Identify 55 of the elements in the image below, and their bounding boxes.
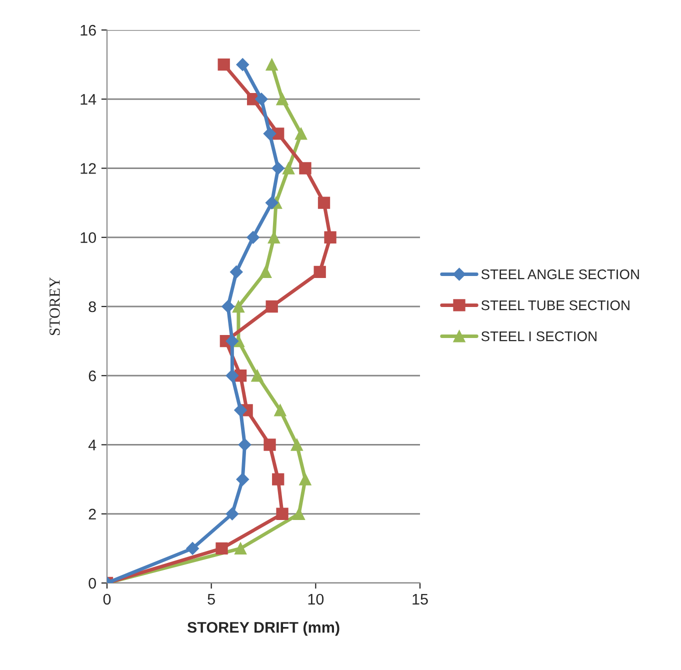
point <box>314 266 326 278</box>
point <box>186 542 199 555</box>
point <box>251 370 264 382</box>
point <box>226 334 239 348</box>
y-tick-label: 16 <box>80 24 96 36</box>
y-tick-label: 14 <box>80 94 96 105</box>
point <box>236 58 250 71</box>
point <box>234 404 247 417</box>
point <box>226 507 239 520</box>
x-tick-label: 10 <box>308 594 324 605</box>
point <box>226 369 239 382</box>
y-axis-title: STOREY <box>50 277 60 336</box>
point <box>263 127 276 140</box>
y-tick-label: 10 <box>80 232 96 244</box>
point <box>282 162 295 174</box>
point <box>272 162 285 175</box>
y-tick-label: 0 <box>88 578 96 589</box>
legend-label: STEEL TUBE SECTION <box>481 300 630 310</box>
point <box>234 542 247 555</box>
point <box>266 58 278 71</box>
x-axis-title: STOREY DRIFT (mm) <box>187 622 340 636</box>
point <box>265 196 278 210</box>
point <box>290 438 303 451</box>
y-tick-label: 12 <box>80 163 96 174</box>
legend-label: STEEL ANGLE SECTION <box>481 269 639 280</box>
point <box>264 438 276 451</box>
point <box>218 58 230 71</box>
point <box>292 508 306 520</box>
point <box>246 230 260 244</box>
y-tick-label: 4 <box>88 440 96 450</box>
point <box>230 266 243 278</box>
point <box>324 231 336 244</box>
point <box>255 92 268 106</box>
x-tick-label: 0 <box>103 594 111 605</box>
point <box>222 300 234 313</box>
point <box>260 266 272 278</box>
point <box>299 162 312 174</box>
point <box>266 300 278 313</box>
point <box>276 93 288 106</box>
point <box>318 196 330 209</box>
x-tick-label: 5 <box>208 594 215 605</box>
point <box>238 438 252 452</box>
point <box>236 472 250 486</box>
y-tick-label: 2 <box>88 508 96 520</box>
point <box>299 473 312 486</box>
point <box>216 542 228 555</box>
y-tick-label: 6 <box>88 370 96 382</box>
point <box>232 300 245 313</box>
x-tick-label: 15 <box>412 594 428 605</box>
legend-label: STEEL I SECTION <box>481 331 596 342</box>
point <box>274 404 286 416</box>
point <box>272 473 284 486</box>
y-tick-label: 8 <box>88 301 96 312</box>
point <box>294 128 308 140</box>
point <box>276 508 288 520</box>
